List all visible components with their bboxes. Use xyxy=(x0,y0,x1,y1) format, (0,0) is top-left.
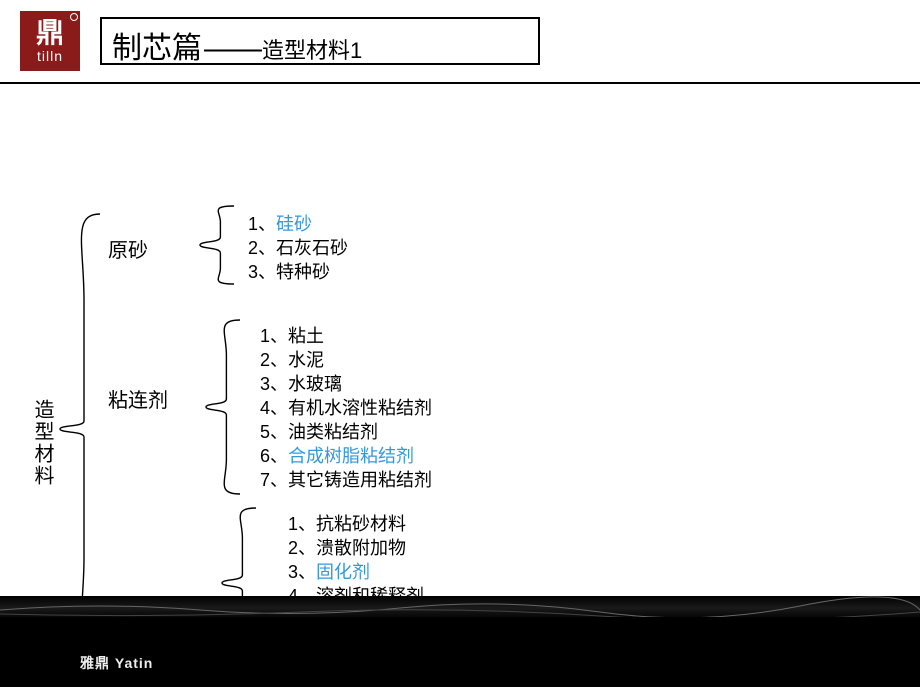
title-main: 制芯篇 xyxy=(112,23,202,67)
item-text: 有机水溶性粘结剂 xyxy=(288,398,432,418)
list-item: 2、水泥 xyxy=(260,348,432,372)
item-number: 1、 xyxy=(260,326,288,346)
item-text: 石灰石砂 xyxy=(276,238,348,258)
list-item: 5、油类粘结剂 xyxy=(260,420,432,444)
footer-black: 雅鼎 Yatin xyxy=(0,617,920,687)
root-label: 造型材料 xyxy=(28,399,57,487)
category-brace xyxy=(206,320,240,494)
item-text: 溃散附加物 xyxy=(316,538,406,558)
list-item: 2、石灰石砂 xyxy=(248,236,348,260)
list-item: 1、粘土 xyxy=(260,324,432,348)
item-number: 2、 xyxy=(260,350,288,370)
title-box: 制芯篇 —— 造型材料1 xyxy=(100,17,540,65)
item-number: 7、 xyxy=(260,470,288,490)
category-brace xyxy=(200,206,234,284)
item-text: 抗粘砂材料 xyxy=(316,514,406,534)
item-text: 水泥 xyxy=(288,350,324,370)
logo: 鼎 tilln xyxy=(20,11,80,71)
item-text: 其它铸造用粘结剂 xyxy=(288,470,432,490)
list-item: 6、合成树脂粘结剂 xyxy=(260,444,432,468)
item-text: 油类粘结剂 xyxy=(288,422,378,442)
item-list: 1、粘土2、水泥3、水玻璃4、有机水溶性粘结剂5、油类粘结剂6、合成树脂粘结剂7… xyxy=(260,324,432,492)
item-number: 3、 xyxy=(260,374,288,394)
content: 造型材料 原砂1、硅砂2、石灰石砂3、特种砂粘连剂1、粘土2、水泥3、水玻璃4、… xyxy=(0,84,920,594)
logo-top: 鼎 xyxy=(36,18,64,49)
item-text: 特种砂 xyxy=(276,262,330,282)
item-number: 2、 xyxy=(248,238,276,258)
list-item: 2、溃散附加物 xyxy=(288,536,442,560)
item-number: 5、 xyxy=(260,422,288,442)
item-text: 粘土 xyxy=(288,326,324,346)
list-item: 3、固化剂 xyxy=(288,560,442,584)
category-label: 原砂 xyxy=(108,234,148,263)
item-number: 1、 xyxy=(248,214,276,234)
item-number: 4、 xyxy=(260,398,288,418)
root-brace xyxy=(60,214,100,644)
item-text: 固化剂 xyxy=(316,562,370,582)
item-list: 1、硅砂2、石灰石砂3、特种砂 xyxy=(248,212,348,284)
list-item: 1、硅砂 xyxy=(248,212,348,236)
item-number: 3、 xyxy=(288,562,316,582)
item-number: 3、 xyxy=(248,262,276,282)
item-text: 硅砂 xyxy=(276,214,312,234)
list-item: 7、其它铸造用粘结剂 xyxy=(260,468,432,492)
item-text: 水玻璃 xyxy=(288,374,342,394)
list-item: 3、水玻璃 xyxy=(260,372,432,396)
list-item: 1、抗粘砂材料 xyxy=(288,512,442,536)
footer-brand: 雅鼎 Yatin xyxy=(80,653,153,673)
title-sub: 造型材料1 xyxy=(262,33,362,65)
title-dash: —— xyxy=(204,32,260,66)
item-number: 1、 xyxy=(288,514,316,534)
item-number: 2、 xyxy=(288,538,316,558)
item-text: 合成树脂粘结剂 xyxy=(288,446,414,466)
list-item: 4、有机水溶性粘结剂 xyxy=(260,396,432,420)
header: 鼎 tilln 制芯篇 —— 造型材料1 xyxy=(0,0,920,84)
footer: 雅鼎 Yatin xyxy=(0,596,920,690)
logo-bottom: tilln xyxy=(36,49,64,64)
list-item: 3、特种砂 xyxy=(248,260,348,284)
category-label: 粘连剂 xyxy=(108,384,168,413)
item-number: 6、 xyxy=(260,446,288,466)
